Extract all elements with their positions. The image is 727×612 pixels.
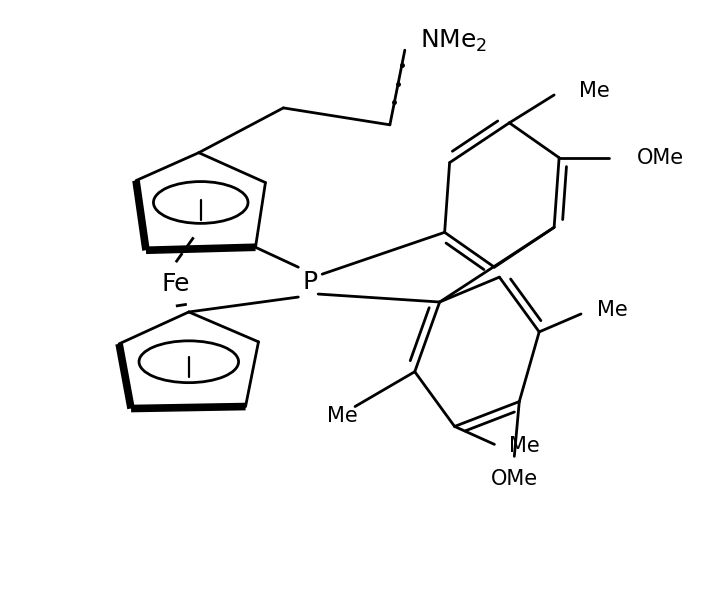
Text: Me: Me xyxy=(597,300,627,320)
Text: P: P xyxy=(302,270,318,294)
Text: Me: Me xyxy=(327,406,358,425)
Text: Fe: Fe xyxy=(161,272,190,296)
Text: Me: Me xyxy=(510,436,540,457)
Text: OMe: OMe xyxy=(637,147,684,168)
Text: OMe: OMe xyxy=(491,469,538,489)
Text: NMe$_2$: NMe$_2$ xyxy=(419,28,487,54)
Text: Me: Me xyxy=(579,81,610,101)
